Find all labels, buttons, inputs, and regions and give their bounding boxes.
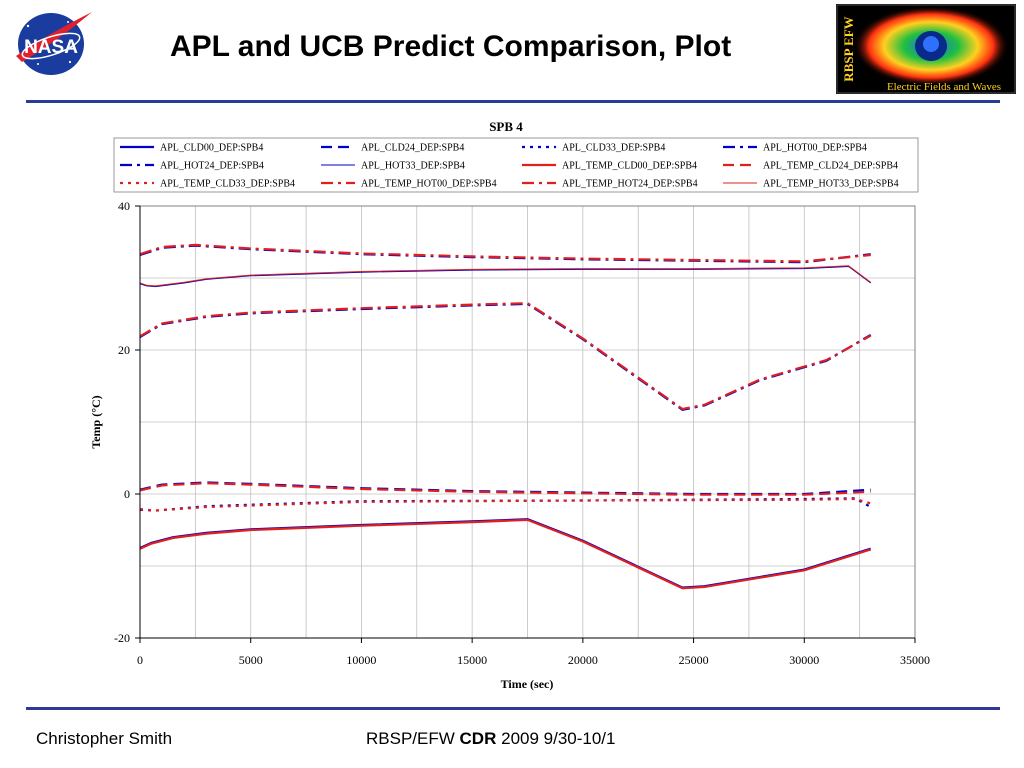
x-tick-label: 20000 [568,653,598,667]
legend-entry: APL_TEMP_HOT33_DEP:SPB4 [763,179,899,190]
legend-entry: APL_CLD00_DEP:SPB4 [160,143,263,154]
legend-entry: APL_TEMP_CLD33_DEP:SPB4 [160,179,295,190]
series-line-12 [139,265,871,287]
series-line-6 [139,266,871,288]
legend-box [113,137,919,193]
legend-entry: APL_CLD24_DEP:SPB4 [361,143,464,154]
nasa-logo: NASA [16,12,92,75]
footer-rule [26,707,1000,710]
footer-project: RBSP/EFW [366,729,455,748]
legend-entry: APL_TEMP_CLD00_DEP:SPB4 [562,161,697,172]
header-rule [26,100,1000,103]
series-line-8 [139,482,871,496]
legend-entry: APL_TEMP_CLD24_DEP:SPB4 [763,161,898,172]
nasa-logo-text: NASA [24,37,78,58]
x-tick-label: 15000 [457,653,487,667]
series-line-7 [139,518,872,590]
footer-dates: 2009 9/30-10/1 [501,729,616,748]
x-tick-label: 35000 [900,653,930,667]
legend-entry: APL_HOT24_DEP:SPB4 [160,161,264,172]
legend-entry: APL_HOT33_DEP:SPB4 [361,161,465,172]
x-tick-label: 0 [137,653,143,667]
series-line-9 [139,497,872,512]
chart-series [139,243,872,590]
series-line-11 [139,243,871,263]
efw-logo-vertical-text: RBSP EFW [841,16,856,81]
footer-citation: RBSP/EFW CDR 2009 9/30-10/1 [366,729,616,749]
x-axis-label: Time (sec) [501,677,554,691]
x-tick-label: 10000 [346,653,376,667]
chart-legend: APL_CLD00_DEP:SPB4 APL_CLD24_DEP:SPB4 APL_… [113,137,919,193]
x-tick-label: 5000 [239,653,263,667]
y-tick-label: 20 [118,343,130,357]
y-tick-label: -20 [114,631,130,645]
efw-logo-caption: Electric Fields and Waves [887,81,1001,93]
rbsp-efw-logo: RBSP EFW Electric Fields and Waves [836,4,1016,94]
legend-entry: APL_TEMP_HOT00_DEP:SPB4 [361,179,497,190]
x-tick-label: 30000 [789,653,819,667]
x-tick-label: 25000 [679,653,709,667]
chart-title: SPB 4 [489,119,523,134]
y-tick-label: 0 [124,487,130,501]
y-axis-label: Temp (°C) [89,395,103,448]
footer-author: Christopher Smith [36,729,173,748]
legend-entry: APL_HOT00_DEP:SPB4 [763,143,867,154]
y-tick-label: 40 [118,199,130,213]
footer-review: CDR [459,729,497,748]
slide-title: APL and UCB Predict Comparison, Plot [170,30,732,63]
chart-axes: 0 5000 10000 15000 20000 25000 30000 35000 -20 0 2… [114,199,930,667]
legend-entry: APL_CLD33_DEP:SPB4 [562,143,665,154]
legend-entry: APL_TEMP_HOT24_DEP:SPB4 [562,179,698,190]
